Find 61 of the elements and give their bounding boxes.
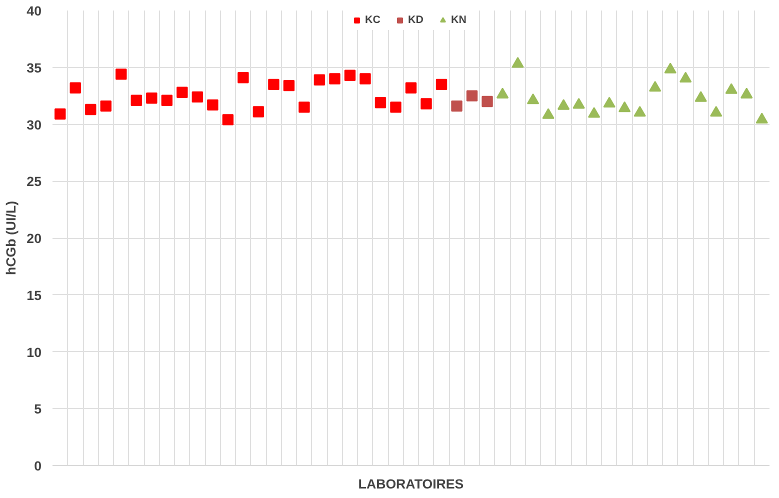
point (542, 108, 554, 119)
point (603, 96, 616, 108)
point (496, 88, 509, 98)
y-axis-title: hCGb (UI/L) (4, 200, 19, 276)
point (557, 99, 570, 110)
point (634, 106, 646, 117)
y-tick-label: 20 (26, 231, 42, 246)
legend-label: KD (408, 14, 424, 26)
point (405, 82, 417, 94)
point (161, 94, 173, 106)
y-tick-label: 35 (26, 60, 42, 76)
point (390, 102, 402, 113)
point (329, 73, 340, 84)
y-tick-label: 15 (26, 288, 42, 303)
point (116, 68, 127, 80)
point (176, 86, 188, 98)
point (466, 90, 478, 102)
y-tick-label: 0 (34, 458, 42, 474)
point (360, 73, 371, 84)
point (572, 98, 585, 109)
y-tick-label: 25 (26, 174, 42, 190)
point (192, 91, 204, 103)
point (85, 104, 96, 116)
point (725, 83, 738, 94)
point (648, 80, 662, 92)
point (130, 94, 142, 106)
point (482, 96, 493, 108)
point (207, 99, 218, 111)
point (146, 92, 158, 104)
point (618, 101, 631, 112)
x-axis-title: LABORATOIRES (358, 476, 464, 492)
point (436, 78, 448, 90)
point (100, 100, 112, 112)
point (374, 97, 386, 108)
point (512, 57, 524, 68)
point (710, 106, 722, 117)
point (54, 108, 66, 120)
point (252, 106, 264, 118)
point (526, 93, 540, 104)
y-tick-label: 5 (34, 402, 42, 417)
point (344, 70, 356, 81)
point (694, 91, 707, 102)
y-tick-label: 40 (26, 4, 42, 18)
point (420, 98, 432, 110)
point (222, 114, 234, 126)
point (70, 82, 81, 94)
y-tick-label: 10 (26, 344, 42, 360)
legend-label: KC (365, 14, 382, 26)
point (238, 72, 249, 84)
point (451, 100, 462, 112)
point (588, 107, 600, 118)
point (314, 74, 326, 86)
legend-label: KN (451, 14, 468, 26)
point (756, 112, 768, 124)
point (283, 80, 295, 92)
point (298, 102, 310, 113)
point (268, 78, 280, 90)
point (664, 62, 676, 74)
y-tick-label: 30 (26, 117, 42, 132)
point (740, 88, 753, 98)
point (679, 72, 692, 83)
